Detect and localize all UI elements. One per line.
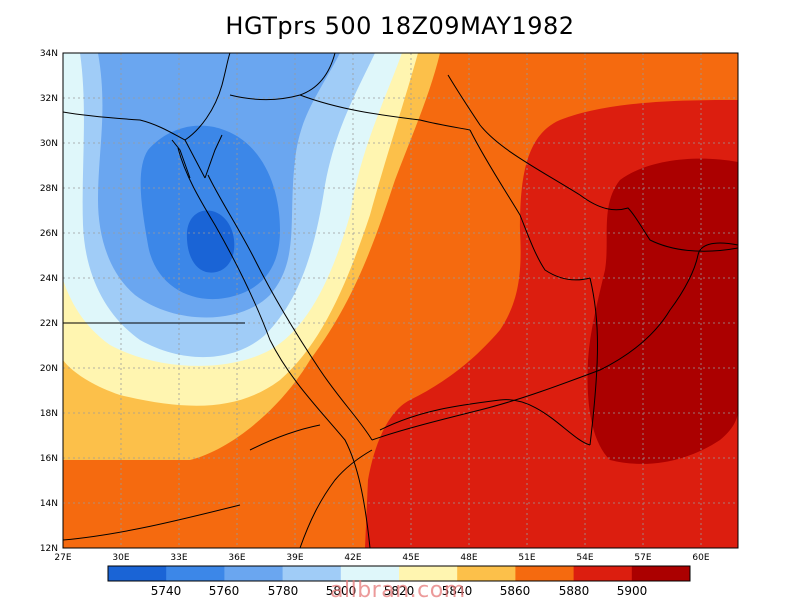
coastline-mediterranean xyxy=(63,111,186,141)
colorbar-label: 5900 xyxy=(617,584,648,598)
lat-label: 16N xyxy=(40,454,58,464)
lat-label: 12N xyxy=(40,544,58,554)
border-saudi-oman xyxy=(589,277,598,446)
lat-label: 26N xyxy=(40,229,58,239)
colorbar-swatch xyxy=(515,566,575,581)
colorbar-frame xyxy=(107,565,691,582)
colorbar-label: 5880 xyxy=(559,584,590,598)
colorbar-swatch xyxy=(166,566,225,581)
lon-label: 33E xyxy=(170,553,187,563)
lat-label: 14N xyxy=(40,499,58,509)
lat-label: 34N xyxy=(40,49,58,59)
colorbar-swatch xyxy=(340,566,400,581)
height-contour-fills xyxy=(63,53,738,548)
border-jordan xyxy=(229,53,336,101)
coastline-red-sea-east xyxy=(207,174,373,441)
colorbar-swatch xyxy=(457,566,516,581)
map-frame xyxy=(62,52,739,549)
colorbar-swatches xyxy=(108,566,691,581)
chart-title: HGTprs 500 18Z09MAY1982 xyxy=(225,12,575,40)
colorbar: 5740 5760 5780 5800 5820 5840 5860 5880 … xyxy=(107,565,691,598)
colorbar-swatch xyxy=(573,566,633,581)
coastline-persian-gulf-east xyxy=(447,74,738,252)
lon-label: 30E xyxy=(112,553,129,563)
lon-label: 57E xyxy=(634,553,651,563)
lat-label: 30N xyxy=(40,139,58,149)
coastlines-and-borders xyxy=(63,53,738,548)
lon-label: 42E xyxy=(344,553,361,563)
lon-label: 51E xyxy=(518,553,535,563)
lon-label: 27E xyxy=(54,553,71,563)
band-5900-plus xyxy=(587,158,738,464)
border-sudan-southsudan xyxy=(63,504,241,541)
coastline-red-sea-west xyxy=(177,147,371,548)
lon-label: 39E xyxy=(286,553,303,563)
lat-label: 24N xyxy=(40,274,58,284)
lat-label: 32N xyxy=(40,94,58,104)
coastline-persian-gulf-west xyxy=(469,129,591,281)
lat-label: 20N xyxy=(40,364,58,374)
lat-label: 28N xyxy=(40,184,58,194)
lon-label: 36E xyxy=(228,553,245,563)
colorbar-label: 5860 xyxy=(500,584,531,598)
coastline-gulf-of-suez xyxy=(171,139,191,179)
colorbar-swatch xyxy=(108,566,167,581)
coastline-gulf-of-aden xyxy=(371,242,738,441)
border-sinai xyxy=(184,139,206,179)
colorbar-swatch xyxy=(399,566,458,581)
colorbar-swatch xyxy=(631,566,691,581)
border-ethiopia-eritrea xyxy=(249,424,321,451)
lon-label: 45E xyxy=(402,553,419,563)
watermark: allbran.com xyxy=(330,578,466,603)
lon-label: 54E xyxy=(576,553,593,563)
longitude-labels: 27E 30E 33E 36E 39E 42E 45E 48E 51E 54E … xyxy=(54,553,709,563)
band-5740 xyxy=(186,210,235,273)
coastline-gulf-of-aqaba xyxy=(204,134,223,179)
latitude-labels: 34N 32N 30N 28N 26N 24N 22N 20N 18N 16N … xyxy=(40,49,58,554)
coastline-horn-of-africa xyxy=(299,449,373,548)
border-saudi-yemen xyxy=(379,399,591,446)
colorbar-swatch xyxy=(224,566,284,581)
colorbar-label: 5760 xyxy=(209,584,240,598)
colorbar-label: 5740 xyxy=(151,584,182,598)
colorbar-label: 5840 xyxy=(442,584,473,598)
lon-label: 48E xyxy=(460,553,477,563)
colorbar-label: 5800 xyxy=(326,584,357,598)
lat-label: 18N xyxy=(40,409,58,419)
border-saudi-iraq xyxy=(299,94,471,131)
lat-label: 22N xyxy=(40,319,58,329)
colorbar-label: 5820 xyxy=(384,584,415,598)
coastline-levant xyxy=(184,53,231,141)
colorbar-swatch xyxy=(282,566,342,581)
colorbar-label: 5780 xyxy=(268,584,299,598)
lon-label: 60E xyxy=(692,553,709,563)
